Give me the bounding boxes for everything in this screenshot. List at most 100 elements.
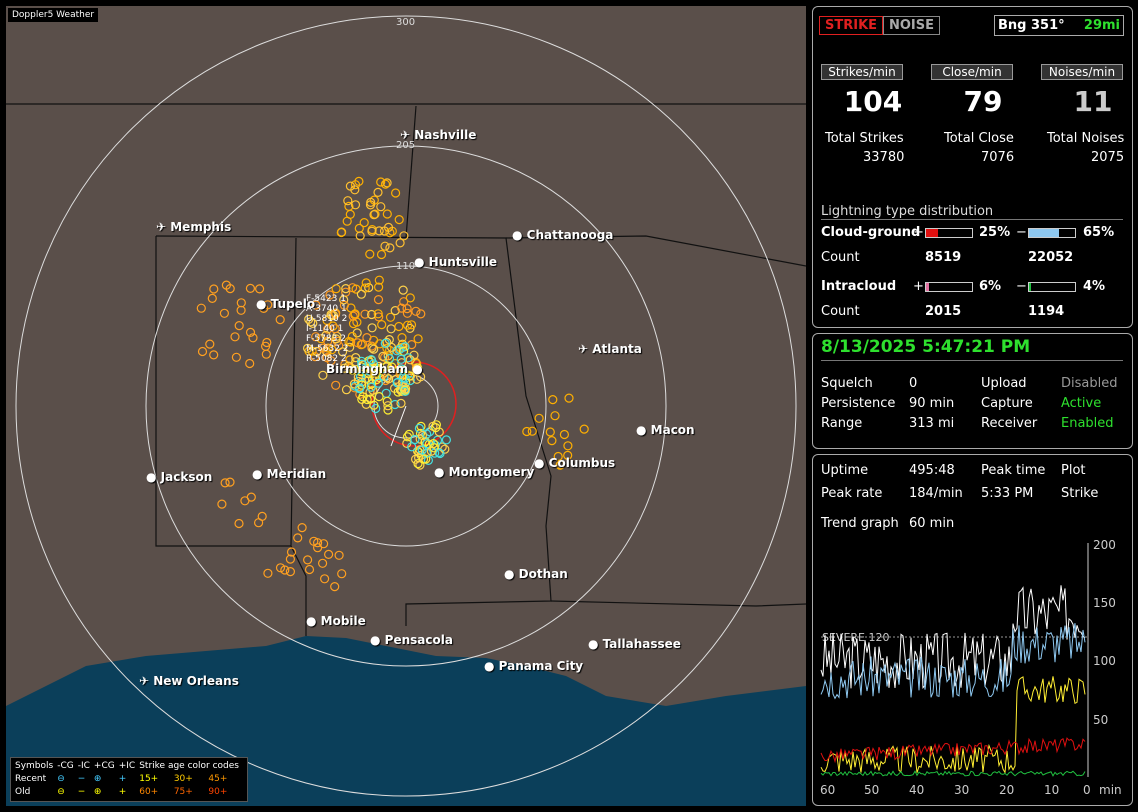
trend-line-3 xyxy=(820,737,1086,764)
distribution-title: Lightning type distribution xyxy=(821,204,994,219)
close-per-min-label: Close/min xyxy=(931,64,1013,80)
strike-marker xyxy=(327,345,337,355)
strike-marker xyxy=(376,249,387,260)
strike-marker xyxy=(313,538,323,548)
strike-marker xyxy=(351,284,361,294)
ring-label-110: 110 xyxy=(396,261,415,272)
strike-marker xyxy=(413,363,423,373)
storm-label: M-5632 2 xyxy=(306,344,349,354)
total-strikes-label: Total Strikes xyxy=(825,131,904,146)
uptime-label: Uptime xyxy=(821,463,869,478)
strike-marker xyxy=(345,209,355,219)
strike-marker xyxy=(334,550,344,560)
trend-line-1 xyxy=(820,623,1086,700)
strike-marker xyxy=(285,554,295,564)
strike-marker xyxy=(355,231,365,241)
strike-marker xyxy=(397,303,407,313)
strike-marker xyxy=(527,426,537,436)
strike-button[interactable]: STRIKE xyxy=(819,16,884,35)
strike-marker xyxy=(405,355,415,365)
strike-marker xyxy=(347,331,357,342)
strike-marker xyxy=(367,226,377,236)
noise-button[interactable]: NOISE xyxy=(883,16,941,35)
x-tick-40: 40 xyxy=(909,783,924,797)
strike-marker xyxy=(246,492,256,502)
strike-marker xyxy=(378,351,388,361)
trend-graph: SEVERE 120 200 150 100 50 60 50 40 30 20… xyxy=(820,539,1122,797)
strike-marker xyxy=(385,243,395,253)
strike-marker xyxy=(415,428,426,438)
strike-marker xyxy=(346,337,356,347)
strike-marker xyxy=(411,357,421,367)
strike-marker xyxy=(339,300,349,310)
strike-marker xyxy=(263,300,273,310)
strike-marker xyxy=(413,459,423,469)
strike-marker xyxy=(417,445,427,455)
cg-plus-pct: 25% xyxy=(979,225,1011,240)
strike-marker xyxy=(398,285,408,295)
ring-label-205: 205 xyxy=(396,140,415,151)
strike-marker xyxy=(396,398,406,408)
x-tick-60: 60 xyxy=(820,783,835,797)
datetime: 8/13/2025 5:47:21 PM xyxy=(821,337,1031,357)
upload-value: Disabled xyxy=(1061,376,1118,391)
strikes-per-min: 104 xyxy=(843,85,903,118)
strike-marker xyxy=(414,453,424,463)
map-title: Doppler5 Weather xyxy=(8,8,99,22)
strike-marker xyxy=(263,568,273,578)
ic-plus-pct: 6% xyxy=(979,279,1002,294)
strike-marker xyxy=(429,443,439,453)
strike-marker xyxy=(306,317,316,327)
strike-marker xyxy=(375,339,385,349)
persistence-label: Persistence xyxy=(821,396,896,411)
strike-marker xyxy=(311,332,321,342)
strike-marker xyxy=(382,373,392,383)
strike-marker xyxy=(330,324,340,334)
x-tick-0: 0 xyxy=(1083,783,1091,797)
ic-minus-bar-fill xyxy=(1029,283,1031,291)
strike-marker xyxy=(545,427,555,437)
strike-marker xyxy=(350,185,360,195)
strike-marker xyxy=(579,424,589,434)
strike-marker xyxy=(364,283,374,293)
bearing-value: Bng 351° xyxy=(998,18,1065,33)
strike-marker xyxy=(255,284,265,294)
strike-marker xyxy=(245,283,255,293)
strike-marker xyxy=(366,382,376,392)
strike-marker xyxy=(330,581,340,592)
storm-label: I-1140 1 xyxy=(306,324,344,334)
city-new-orleans: ✈ New Orleans xyxy=(139,674,239,688)
strike-marker xyxy=(411,306,421,316)
strike-marker xyxy=(357,356,367,366)
range-label: Range xyxy=(821,416,863,431)
strike-marker xyxy=(331,380,341,390)
trend-series xyxy=(820,585,1086,777)
x-tick-unit: min xyxy=(1099,783,1122,797)
storm-label: U-5810 2 xyxy=(306,314,348,324)
plot-value[interactable]: Strike xyxy=(1061,486,1099,501)
ring-label-300: 300 xyxy=(396,17,415,28)
strike-marker xyxy=(416,421,426,431)
strike-marker xyxy=(366,379,377,389)
strike-marker xyxy=(355,384,365,394)
strike-marker xyxy=(337,569,347,579)
lightning-map[interactable]: 300 205 110 Doppler5 Weather ✈ Nashville… xyxy=(6,6,806,806)
strike-marker xyxy=(338,347,348,357)
strike-marker xyxy=(230,332,240,342)
persistence-value: 90 min xyxy=(909,396,955,411)
x-tick-10: 10 xyxy=(1044,783,1059,797)
strike-marker xyxy=(320,574,330,584)
city-birmingham: Birmingham ● xyxy=(326,362,423,376)
divider xyxy=(821,219,1123,220)
peak-time-label: Peak time xyxy=(981,463,1046,478)
state-borders xyxy=(6,103,806,636)
y-tick-200: 200 xyxy=(1093,539,1116,552)
strike-marker xyxy=(387,362,397,372)
total-noises: 2075 xyxy=(1091,150,1125,165)
strike-stats-panel: STRIKE NOISE Bng 351° 29mi Strikes/min C… xyxy=(812,6,1133,328)
strike-marker xyxy=(431,423,441,433)
trend-line-4 xyxy=(820,770,1086,777)
plot-label: Plot xyxy=(1061,463,1086,478)
strike-marker xyxy=(307,346,317,356)
y-tick-50: 50 xyxy=(1093,713,1108,727)
